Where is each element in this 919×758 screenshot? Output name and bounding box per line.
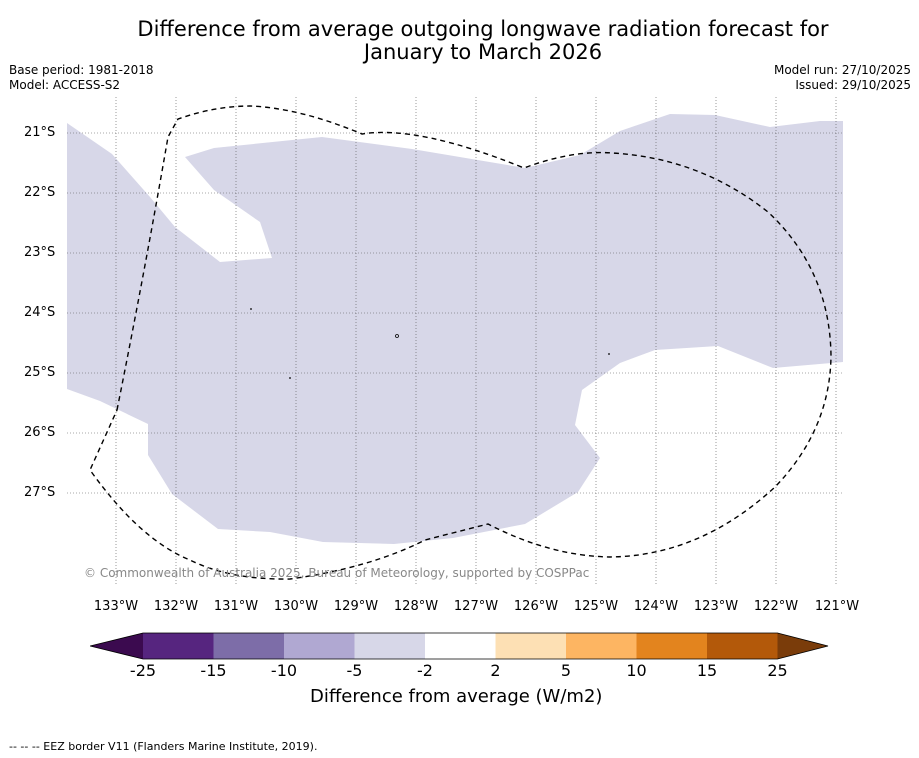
lon-label-131w: 131°W	[213, 599, 259, 614]
colorbar-bin-neg10-neg5	[284, 633, 355, 659]
colorbar-bin-15-25	[707, 633, 778, 659]
anomaly-region	[67, 114, 843, 544]
lon-label-132w: 132°W	[153, 599, 199, 614]
lon-label-126w: 126°W	[513, 599, 559, 614]
colorbar-tick-neg2: -2	[417, 661, 433, 680]
lat-label-26s: 26°S	[24, 425, 56, 440]
colorbar-outline	[90, 632, 829, 660]
copyright-notice: © Commonwealth of Australia 2025, Bureau…	[84, 566, 590, 580]
colorbar-title: Difference from average (W/m2)	[310, 686, 603, 707]
colorbar-extend-low	[90, 633, 143, 659]
model-name: Model: ACCESS-S2	[9, 78, 121, 92]
graticule	[67, 97, 843, 586]
lat-label-23s: 23°S	[24, 245, 56, 260]
islands	[250, 308, 610, 379]
lon-label-124w: 124°W	[633, 599, 679, 614]
colorbar-tick-10: 10	[626, 661, 647, 680]
colorbar-tick-neg10: -10	[270, 661, 298, 680]
base-period: Base period: 1981-2018	[9, 63, 154, 77]
colorbar-tick-neg15: -15	[200, 661, 227, 680]
lon-label-128w: 128°W	[393, 599, 439, 614]
colorbar-bin-5-10	[566, 633, 637, 659]
colorbar-bin-neg15-neg10	[213, 633, 284, 659]
colorbar-tick-neg5: -5	[346, 661, 363, 680]
map-svg	[67, 97, 843, 586]
lon-label-125w: 125°W	[573, 599, 619, 614]
colorbar	[90, 632, 829, 660]
colorbar-bin-neg5-neg2	[354, 633, 425, 659]
meta-left: Base period: 1981-2018 Model: ACCESS-S2	[9, 63, 154, 93]
colorbar-bin-neg2-2	[425, 633, 496, 659]
eez-border	[89, 105, 832, 580]
map-title: Difference from average outgoing longwav…	[60, 18, 906, 64]
colorbar-tick-25: 25	[767, 661, 788, 680]
colorbar-extend-high	[777, 633, 828, 659]
lat-label-27s: 27°S	[24, 485, 56, 500]
meta-right: Model run: 27/10/2025 Issued: 29/10/2025	[774, 63, 911, 93]
lon-label-133w: 133°W	[93, 599, 139, 614]
colorbar-bin-2-5	[495, 633, 566, 659]
colorbar-bin-10-15	[636, 633, 707, 659]
issued-date: Issued: 29/10/2025	[795, 78, 911, 92]
lon-label-122w: 122°W	[753, 599, 799, 614]
lon-label-121w: 121°W	[814, 599, 860, 614]
lon-label-130w: 130°W	[273, 599, 319, 614]
lon-label-123w: 123°W	[693, 599, 739, 614]
colorbar-tick-neg25: -25	[129, 661, 157, 680]
lon-label-129w: 129°W	[333, 599, 379, 614]
lon-label-127w: 127°W	[453, 599, 499, 614]
lat-label-25s: 25°S	[24, 365, 56, 380]
colorbar-tick-2: 2	[490, 661, 501, 680]
map-panel	[67, 97, 843, 586]
model-run: Model run: 27/10/2025	[773, 63, 911, 77]
colorbar-tick-5: 5	[560, 661, 572, 680]
lat-label-24s: 24°S	[24, 305, 56, 320]
lat-label-22s: 22°S	[24, 185, 56, 200]
lat-label-21s: 21°S	[24, 125, 56, 140]
eez-footnote: -- -- -- EEZ border V11 (Flanders Marine…	[9, 740, 318, 753]
title-line-1: Difference from average outgoing longwav…	[137, 17, 829, 41]
colorbar-bin-neg25-neg15	[143, 633, 214, 659]
title-line-2: January to March 2026	[363, 40, 603, 64]
colorbar-tick-15: 15	[696, 661, 718, 680]
